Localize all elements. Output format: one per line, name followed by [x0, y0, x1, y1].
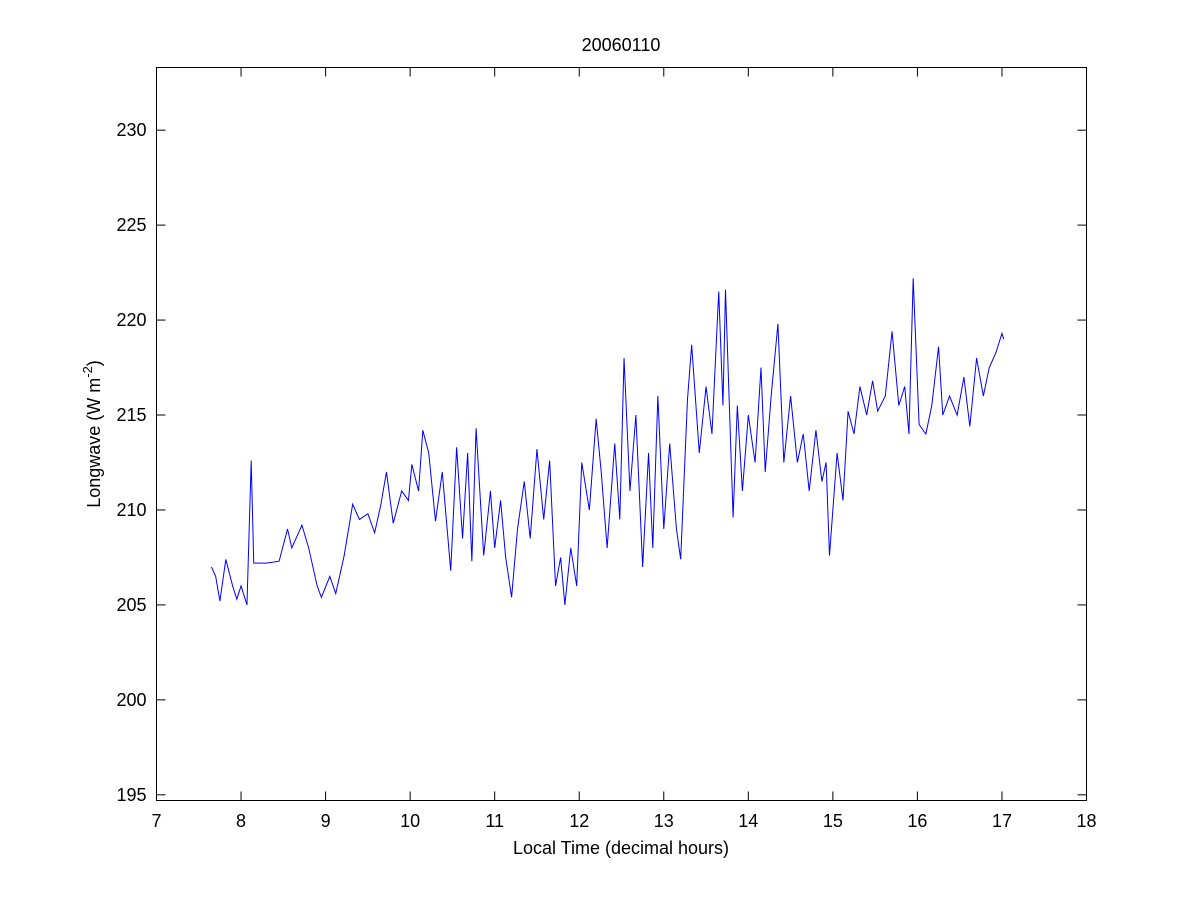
x-tick-label: 14: [738, 811, 758, 831]
plot-area: [156, 67, 1087, 801]
x-tick-label: 12: [569, 811, 589, 831]
x-axis-label: Local Time (decimal hours): [513, 838, 729, 858]
y-axis-label-superscript: -2: [80, 366, 95, 378]
y-axis-label: Longwave (W m-2): [80, 360, 104, 508]
x-tick-label: 16: [907, 811, 927, 831]
y-tick-label: 220: [116, 310, 146, 330]
x-tick-label: 11: [485, 811, 504, 831]
x-tick-label: 10: [400, 811, 420, 831]
y-tick-label: 205: [116, 595, 146, 615]
y-tick-label: 215: [116, 405, 146, 425]
y-tick-label: 230: [116, 120, 146, 140]
y-tick-label: 210: [116, 500, 146, 520]
x-tick-label: 8: [236, 811, 246, 831]
x-tick-label: 7: [151, 811, 161, 831]
chart-title: 20060110: [582, 35, 661, 55]
y-tick-label: 225: [116, 215, 146, 235]
x-tick-label: 9: [321, 811, 331, 831]
x-tick-label: 18: [1076, 811, 1096, 831]
y-axis-label-end: ): [84, 360, 104, 366]
x-tick-label: 13: [654, 811, 674, 831]
x-tick-label: 15: [823, 811, 843, 831]
y-tick-label: 200: [116, 690, 146, 710]
y-axis-label-text: Longwave (W m: [84, 378, 104, 508]
y-tick-label: 195: [116, 785, 146, 805]
line-series: [210, 278, 1005, 606]
x-tick-label: 17: [992, 811, 1012, 831]
